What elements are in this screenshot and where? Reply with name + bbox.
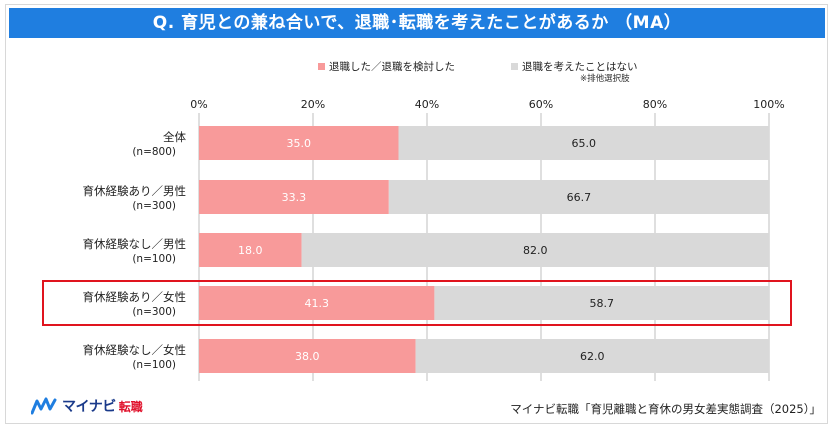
category-label: 全体 <box>163 130 186 144</box>
category-label: 育休経験なし／男性 <box>83 237 187 251</box>
bar-considered <box>199 126 399 160</box>
bar-not-considered <box>398 126 769 160</box>
bar-considered <box>199 339 416 373</box>
highlight-box <box>42 280 792 326</box>
category-label: 育休経験なし／女性 <box>83 343 187 357</box>
data-label-not-considered: 58.7 <box>589 297 614 310</box>
bar-not-considered <box>388 180 769 214</box>
data-label-not-considered: 66.7 <box>567 191 592 204</box>
legend-label-considered: 退職した／退職を検討した <box>329 61 455 73</box>
legend-note: ※排他選択肢 <box>580 74 630 84</box>
legend-swatch-not-considered <box>511 63 518 70</box>
data-label-considered: 41.3 <box>304 297 329 310</box>
chart-title: Q. 育児との兼ね合いで、退職･転職を考えたことがあるか （MA） <box>9 8 825 38</box>
category-n-label: (n=100) <box>132 253 176 265</box>
x-tick-label: 80% <box>643 98 667 111</box>
x-tick-label: 20% <box>301 98 325 111</box>
bar-not-considered <box>434 286 769 320</box>
source-note: マイナビ転職「育児離職と育休の男女差実態調査（2025）」 <box>510 402 821 416</box>
x-tick-label: 40% <box>415 98 439 111</box>
legend-swatch-considered <box>318 63 325 70</box>
logo-text: マイナビ <box>62 399 116 415</box>
legend-item-considered: 退職した／退職を検討した <box>318 59 455 74</box>
bar-considered <box>199 180 389 214</box>
legend: 退職した／退職を検討した 退職を考えたことはない ※排他選択肢 <box>0 59 835 89</box>
data-label-considered: 33.3 <box>282 191 307 204</box>
data-label-not-considered: 82.0 <box>523 244 548 257</box>
legend-label-not-considered: 退職を考えたことはない <box>522 61 638 73</box>
data-label-considered: 38.0 <box>295 350 320 363</box>
logo-subtext: 転職 <box>118 399 143 414</box>
data-label-not-considered: 65.0 <box>572 137 597 150</box>
data-label-considered: 35.0 <box>287 137 312 150</box>
bar-considered <box>199 233 302 267</box>
x-tick-label: 0% <box>190 98 207 111</box>
legend-item-not-considered: 退職を考えたことはない <box>511 59 638 74</box>
bar-considered <box>199 286 435 320</box>
data-label-not-considered: 62.0 <box>580 350 605 363</box>
category-n-label: (n=100) <box>132 359 176 371</box>
data-label-considered: 18.0 <box>238 244 263 257</box>
x-tick-label: 100% <box>753 98 784 111</box>
category-n-label: (n=800) <box>132 146 176 158</box>
category-n-label: (n=300) <box>132 200 176 212</box>
bar-not-considered <box>301 233 769 267</box>
category-label: 育休経験あり／男性 <box>83 184 187 198</box>
x-tick-label: 60% <box>529 98 553 111</box>
bar-not-considered <box>415 339 769 373</box>
category-label: 育休経験あり／女性 <box>83 290 187 304</box>
category-n-label: (n=300) <box>132 306 176 318</box>
mynavi-logo: マイナビ 転職 <box>31 396 143 416</box>
mynavi-logo-icon <box>31 397 57 415</box>
